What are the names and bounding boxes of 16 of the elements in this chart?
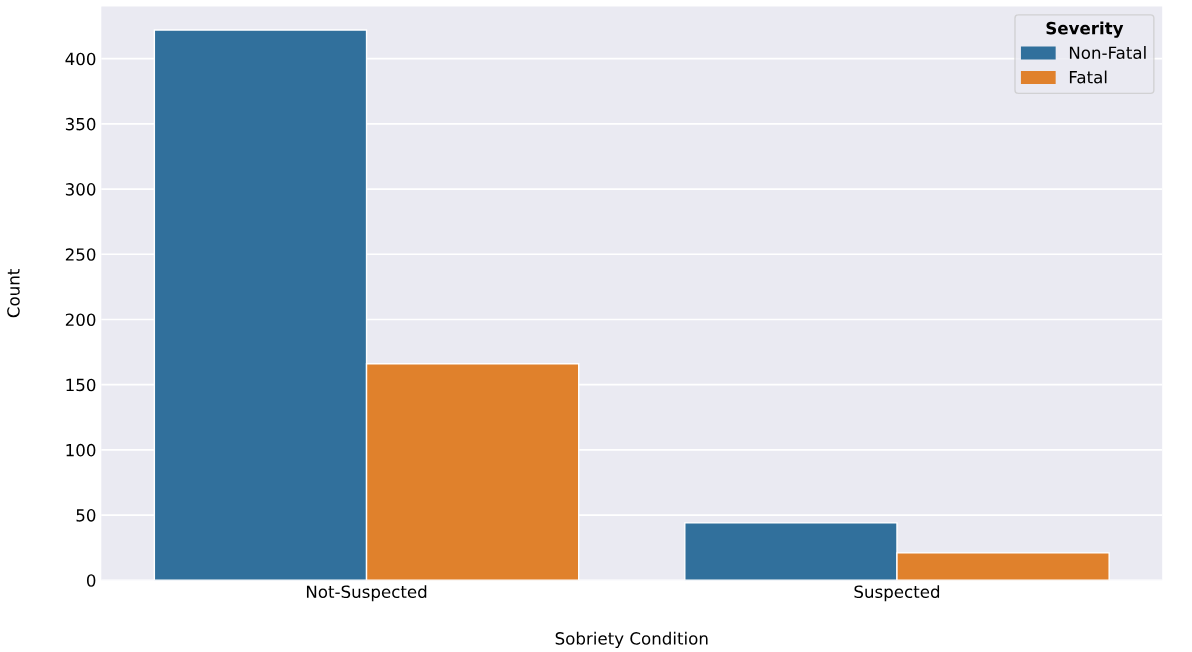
legend-title: Severity (1046, 21, 1124, 38)
y-tick-label: 200 (65, 313, 96, 327)
legend-label: Non-Fatal (1069, 46, 1146, 60)
y-tick-label: 50 (76, 509, 96, 522)
y-tick-label: 0 (86, 574, 96, 587)
y-tick-label: 400 (65, 52, 96, 66)
y-tick-label: 250 (65, 248, 96, 261)
y-tick-label: 300 (65, 183, 96, 196)
y-axis-title: Count (7, 269, 20, 318)
x-tick-label: Suspected (854, 585, 940, 602)
legend-label: Fatal (1069, 70, 1107, 84)
x-tick-label: Not-Suspected (306, 585, 427, 602)
y-tick-label: 100 (66, 443, 96, 457)
y-tick-label: 350 (65, 117, 96, 131)
y-tick-label: 150 (66, 378, 96, 392)
x-axis-title: Sobriety Condition (555, 631, 708, 648)
